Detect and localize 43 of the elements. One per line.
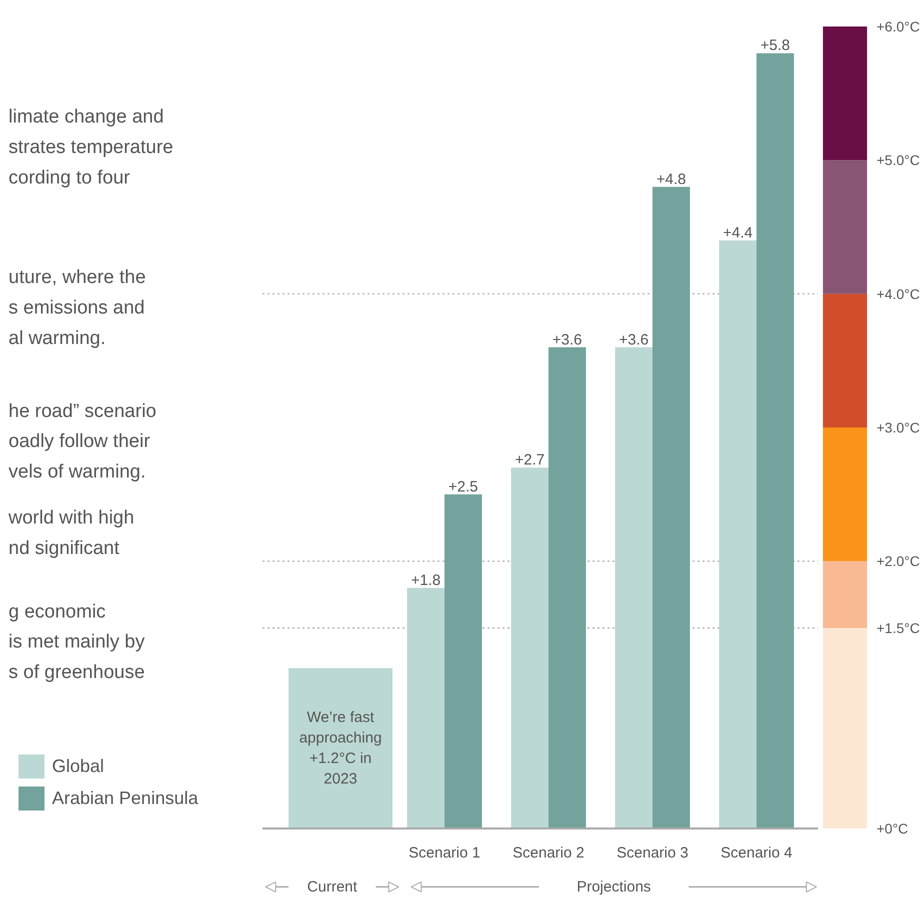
data-label: +4.8 <box>656 170 686 188</box>
data-label: +4.4 <box>722 224 753 242</box>
x-tick-label: Scenario 1 <box>408 844 480 862</box>
y-tick-label: +6.0°C <box>876 18 920 34</box>
y-tick-label: +1.5°C <box>876 620 920 636</box>
bar <box>822 628 868 828</box>
bar <box>407 588 444 828</box>
data-label: +1.8 <box>410 572 441 589</box>
data-label: +3.6 <box>552 331 582 348</box>
data-label: +2.7 <box>514 452 545 469</box>
text: uture, where the s emissions and al warming. <box>8 267 146 349</box>
bar <box>652 186 690 828</box>
bar <box>822 294 868 428</box>
bar <box>756 53 794 828</box>
data-label: +3.6 <box>618 331 649 348</box>
bar <box>822 428 868 562</box>
bar <box>548 347 586 828</box>
text: world with high nd significant <box>8 508 134 560</box>
bar <box>615 347 652 828</box>
data-label: +5.8 <box>760 37 790 54</box>
bar <box>719 240 756 828</box>
y-tick-label: +4.0°C <box>876 286 920 302</box>
text: g economic is met mainly by s of greenhouse <box>8 601 146 684</box>
y-tick-label: +0°C <box>876 820 908 836</box>
bar <box>822 160 868 294</box>
x-tick-label: Scenario 3 <box>616 844 688 862</box>
annotation: We’re fast approaching +1.2°C in 2023 <box>299 709 382 788</box>
data-label: +2.5 <box>448 478 478 496</box>
text: Current <box>307 878 358 896</box>
bar <box>511 468 548 828</box>
y-tick-label: +2.0°C <box>876 553 920 570</box>
legend-label: Arabian Peninsula <box>52 788 198 808</box>
text: limate change and strates temperature cording to four <box>8 106 174 189</box>
y-tick-label: +3.0°C <box>876 420 920 436</box>
bar <box>822 26 868 160</box>
bar <box>444 494 482 828</box>
x-tick-label: Scenario 2 <box>512 844 584 862</box>
y-tick-label: +5.0°C <box>876 152 920 168</box>
x-tick-label: Scenario 4 <box>720 844 792 862</box>
text: Projections <box>576 878 651 896</box>
legend-label: Global <box>52 756 104 776</box>
text: he road” scenario oadly follow their vels of warming. <box>8 400 156 483</box>
bar <box>822 561 868 628</box>
